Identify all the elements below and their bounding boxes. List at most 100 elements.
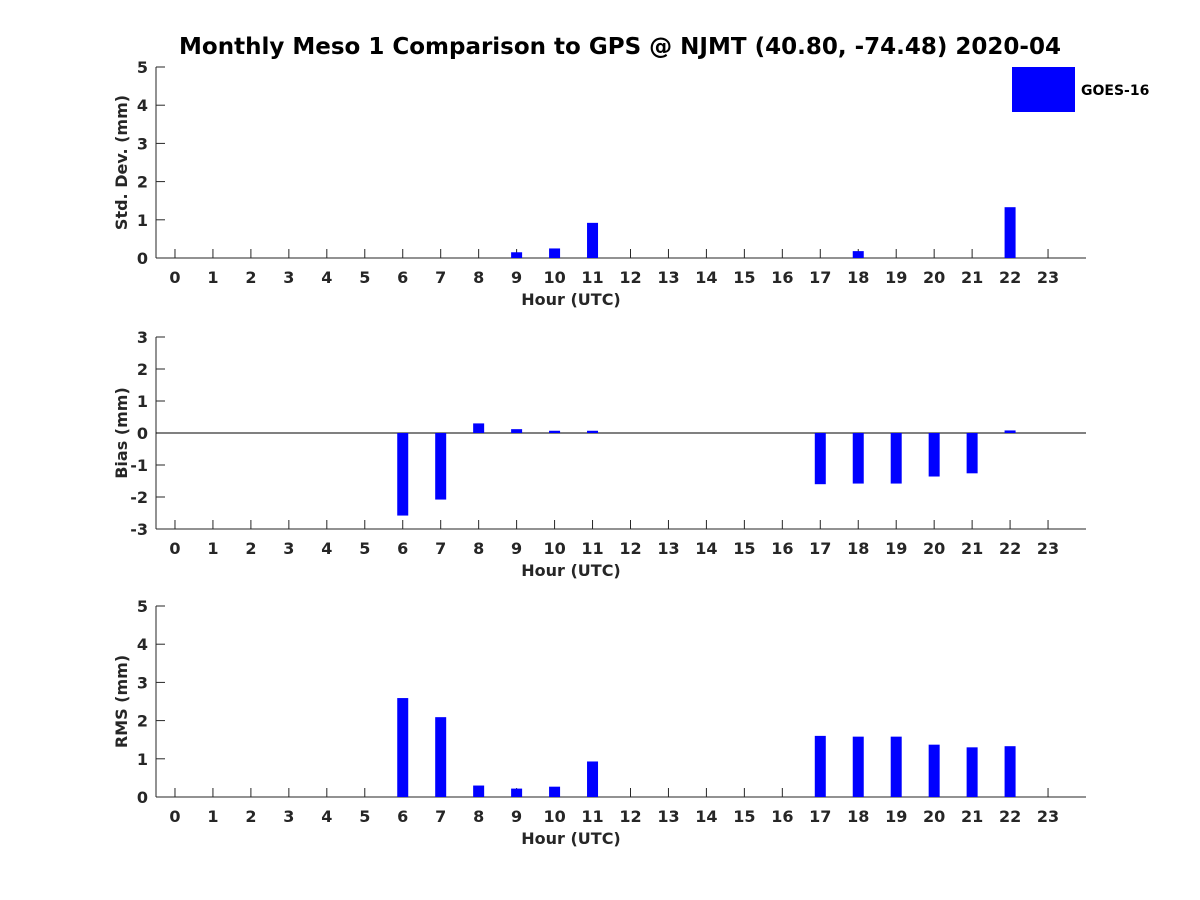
x-tick-label: 13 [657, 807, 679, 826]
y-tick-label: 3 [137, 673, 148, 692]
x-tick-label: 7 [435, 268, 446, 287]
bar-hour-10 [549, 786, 561, 797]
y-tick-label: -1 [130, 456, 148, 475]
x-axis-label: Hour (UTC) [521, 561, 621, 580]
x-tick-label: 17 [809, 807, 831, 826]
y-tick-label: 4 [137, 96, 148, 115]
x-tick-label: 14 [695, 268, 717, 287]
x-tick-label: 21 [961, 268, 983, 287]
x-tick-label: 9 [511, 539, 522, 558]
bar-hour-7 [435, 717, 447, 797]
bar-hour-22 [1004, 430, 1016, 433]
bar-hour-20 [928, 433, 940, 477]
x-tick-label: 21 [961, 539, 983, 558]
y-tick-label: 3 [137, 134, 148, 153]
bar-hour-17 [814, 433, 826, 485]
bar-hour-21 [966, 747, 978, 797]
x-tick-label: 8 [473, 268, 484, 287]
bar-hour-20 [928, 744, 940, 797]
x-tick-label: 15 [733, 268, 755, 287]
bar-hour-11 [587, 761, 599, 797]
x-tick-label: 18 [847, 539, 869, 558]
x-tick-label: 18 [847, 807, 869, 826]
y-tick-label: 1 [137, 211, 148, 230]
bar-hour-18 [852, 251, 864, 258]
bar-hour-10 [549, 430, 561, 433]
x-tick-label: 2 [245, 807, 256, 826]
x-tick-label: 1 [207, 539, 218, 558]
y-tick-label: 2 [137, 712, 148, 731]
bar-hour-22 [1004, 207, 1016, 258]
x-tick-label: 5 [359, 807, 370, 826]
x-tick-label: 6 [397, 268, 408, 287]
x-tick-label: 19 [885, 268, 907, 287]
x-tick-label: 3 [283, 268, 294, 287]
x-tick-label: 10 [543, 807, 565, 826]
x-tick-label: 23 [1037, 807, 1059, 826]
x-tick-label: 13 [657, 539, 679, 558]
x-tick-label: 20 [923, 539, 945, 558]
x-tick-label: 0 [169, 268, 180, 287]
x-tick-label: 21 [961, 807, 983, 826]
legend-label: GOES-16 [1081, 83, 1149, 99]
y-tick-label: 5 [137, 58, 148, 77]
bar-hour-11 [587, 430, 599, 433]
x-tick-label: 16 [771, 807, 793, 826]
x-tick-label: 23 [1037, 268, 1059, 287]
x-tick-label: 13 [657, 268, 679, 287]
bar-hour-9 [511, 788, 523, 797]
x-tick-label: 6 [397, 807, 408, 826]
x-axis-label: Hour (UTC) [521, 829, 621, 848]
x-tick-label: 9 [511, 807, 522, 826]
y-axis-label: Bias (mm) [112, 387, 131, 479]
x-tick-label: 5 [359, 539, 370, 558]
bar-hour-11 [587, 222, 599, 258]
y-tick-label: 1 [137, 392, 148, 411]
x-tick-label: 4 [321, 807, 332, 826]
x-tick-label: 8 [473, 807, 484, 826]
x-tick-label: 17 [809, 268, 831, 287]
x-tick-label: 8 [473, 539, 484, 558]
x-tick-label: 12 [619, 807, 641, 826]
x-tick-label: 11 [581, 268, 603, 287]
bar-hour-8 [473, 423, 485, 433]
y-tick-label: 2 [137, 360, 148, 379]
x-tick-label: 22 [999, 268, 1021, 287]
x-tick-label: 7 [435, 807, 446, 826]
x-tick-label: 20 [923, 268, 945, 287]
x-tick-label: 4 [321, 539, 332, 558]
y-axis-label: RMS (mm) [112, 655, 131, 748]
bar-hour-19 [890, 736, 902, 797]
bar-hour-6 [397, 698, 409, 797]
x-tick-label: 6 [397, 539, 408, 558]
x-tick-label: 20 [923, 807, 945, 826]
y-tick-label: 1 [137, 750, 148, 769]
y-axis-label: Std. Dev. (mm) [112, 95, 131, 230]
x-tick-label: 1 [207, 268, 218, 287]
x-tick-label: 9 [511, 268, 522, 287]
x-tick-label: 14 [695, 807, 717, 826]
x-tick-label: 15 [733, 807, 755, 826]
x-tick-label: 5 [359, 268, 370, 287]
x-tick-label: 12 [619, 268, 641, 287]
bar-hour-18 [852, 433, 864, 484]
bar-hour-22 [1004, 746, 1016, 797]
y-tick-label: 0 [137, 788, 148, 807]
bar-hour-9 [511, 429, 523, 433]
x-tick-label: 19 [885, 539, 907, 558]
x-tick-label: 3 [283, 807, 294, 826]
bar-hour-17 [814, 735, 826, 797]
x-axis-label: Hour (UTC) [521, 290, 621, 309]
x-tick-label: 2 [245, 268, 256, 287]
x-tick-label: 4 [321, 268, 332, 287]
x-tick-label: 0 [169, 807, 180, 826]
bar-hour-19 [890, 433, 902, 484]
y-tick-label: 0 [137, 249, 148, 268]
x-tick-label: 16 [771, 268, 793, 287]
x-tick-label: 15 [733, 539, 755, 558]
bar-hour-8 [473, 785, 485, 797]
